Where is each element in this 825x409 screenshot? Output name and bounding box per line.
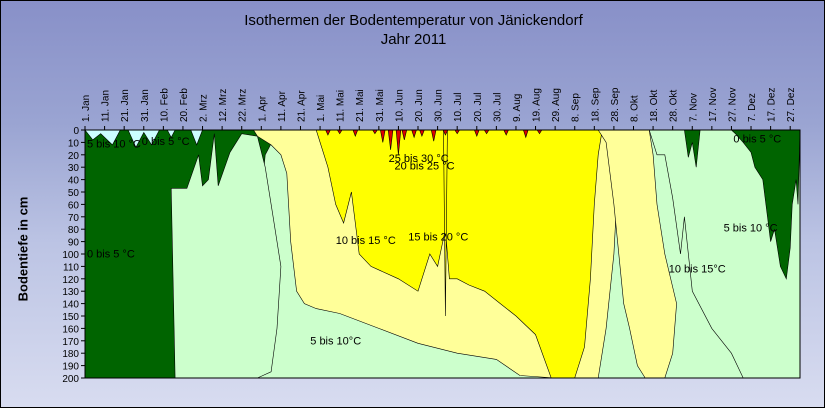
x-tick-label: 7. Nov [688,93,699,122]
region-label: 20 bis 25 °C [395,161,455,173]
x-tick-label: 1. Jan [81,95,92,122]
x-tick-label: 19. Aug [532,88,543,122]
region-label: 0 bis 5 °C [142,136,190,148]
y-tick-label: 120 [62,275,79,286]
y-tick-label: 200 [62,374,79,385]
x-tick-label: 7. Dez [747,93,758,122]
area-15-20 [315,129,603,379]
chart-subtitle-line: Jahr 2011 [380,31,447,48]
x-tick-label: 2. Mrz [199,94,210,122]
chart-title-line: Isothermen der Bodentemperatur von Jänic… [244,12,583,29]
region-label: 10 bis 15 °C [336,235,396,247]
x-tick-label: 30. Jun [434,89,445,122]
x-tick-label: 10. Jul [453,93,464,122]
x-tick-label: 1. Apr [257,95,268,122]
y-tick-label: 110 [63,262,79,273]
y-tick-label: 0 [73,126,79,137]
y-tick-label: 130 [62,287,79,298]
x-tick-label: 31. Jan [140,89,151,122]
x-tick-label: 18. Sep [590,87,601,122]
y-tick-label: 170 [62,337,79,348]
x-tick-label: 20. Jun [414,89,425,122]
x-tick-label: 8. Okt [629,95,640,122]
region-label: 0 bis 5 °C [733,133,781,145]
y-tick-label: 190 [62,362,79,373]
y-tick-label: 100 [62,250,79,261]
x-tick-label: 21. Jan [120,89,131,122]
y-tick-label: 140 [62,300,79,311]
y-tick-label: 160 [62,324,79,335]
y-tick-label: 20 [68,151,80,162]
x-tick-label: 28. Okt [669,90,680,122]
x-tick-label: 10. Jun [394,89,405,122]
y-tick-label: 50 [68,188,80,199]
area-0-5-december [730,129,801,280]
x-tick-label: 18. Okt [649,90,660,122]
x-tick-label: 11. Apr [277,90,288,122]
x-tick-label: 27. Dez [786,88,797,122]
x-tick-label: 10. Feb [159,88,170,122]
region-label: 0 bis 5 °C [87,249,135,261]
x-tick-label: 1. Mai [316,95,327,122]
x-tick-label: 8. Sep [571,93,582,122]
chart-title: Isothermen der Bodentemperatur von Jänic… [1,11,825,49]
region-label: 15 bis 20 °C [408,231,468,243]
y-tick-label: 10 [68,138,80,149]
x-tick-label: 21. Apr [296,90,307,122]
region-label: 10 bis 15°C [669,264,726,276]
x-tick-label: 12. Mrz [218,89,229,122]
region-label: 5 bis 10 °C [87,138,141,150]
region-label: 5 bis 10 °C [724,223,778,235]
region-label: 5 bis 10°C [310,336,361,348]
x-tick-label: 20. Jul [473,93,484,122]
x-tick-label: 31. Mai [375,89,386,122]
area-5-10-spring [170,133,282,379]
y-tick-label: 30 [68,163,80,174]
x-tick-label: 9. Aug [512,94,523,122]
y-tick-label: 180 [62,349,79,360]
x-tick-label: 21. Mai [355,89,366,122]
x-tick-label: 29. Aug [551,88,562,122]
x-tick-label: 17. Nov [708,88,719,122]
y-tick-label: 150 [62,312,79,323]
y-tick-label: 70 [68,213,80,224]
x-tick-label: 17. Dez [767,88,778,122]
y-tick-label: 80 [68,225,80,236]
y-tick-label: 60 [68,200,80,211]
region-label: 25 bis 30 °C [389,153,449,165]
y-tick-label: 40 [68,176,80,187]
x-tick-label: 27. Nov [727,88,738,122]
x-tick-label: 28. Sep [610,87,621,122]
x-tick-label: 11. Mai [336,90,347,122]
x-tick-label: 20. Feb [179,88,190,122]
y-tick-label: 90 [68,238,80,249]
x-tick-label: 22. Mrz [238,89,249,122]
x-tick-label: 11. Jan [101,90,112,122]
x-tick-label: 30. Jul [492,93,503,122]
